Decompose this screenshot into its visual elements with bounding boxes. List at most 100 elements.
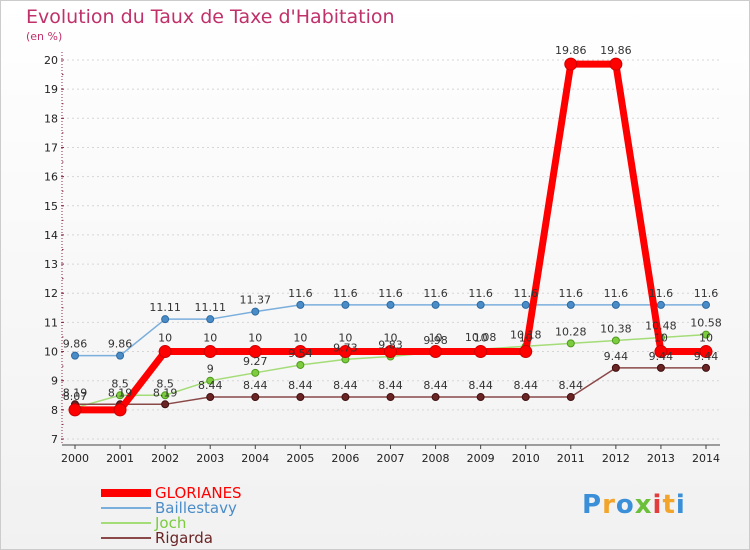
- chart-title: Evolution du Taux de Taxe d'Habitation: [26, 6, 395, 28]
- data-label-baillestavy: 11.6: [423, 287, 448, 300]
- data-point-glorianes: [384, 345, 397, 359]
- data-point-rigarda: [702, 363, 710, 372]
- data-point-baillestavy: [341, 300, 350, 309]
- data-point-rigarda: [251, 393, 260, 402]
- data-point-glorianes: [564, 57, 578, 71]
- data-point-glorianes: [113, 403, 127, 417]
- data-point-joch: [296, 360, 305, 369]
- data-point-baillestavy: [476, 300, 485, 309]
- data-point-rigarda: [476, 393, 485, 402]
- y-tick-label: 18: [44, 112, 58, 125]
- data-label-joch: 10.18: [510, 328, 542, 341]
- data-label-baillestavy: 11.6: [288, 287, 313, 300]
- data-label-glorianes: 10: [519, 332, 533, 345]
- data-label-rigarda: 9.44: [649, 350, 674, 363]
- x-tick-label: 2009: [467, 452, 495, 465]
- y-axis-unit: (en %): [26, 30, 63, 43]
- data-point-glorianes: [248, 345, 262, 359]
- data-label-rigarda: 8.44: [559, 379, 584, 392]
- data-label-rigarda: 8.44: [333, 379, 358, 392]
- data-label-joch: 10.58: [690, 317, 722, 330]
- y-tick-label: 11: [44, 316, 58, 329]
- data-point-glorianes: [203, 345, 217, 359]
- data-label-rigarda: 8.44: [198, 379, 223, 392]
- x-tick-label: 2014: [692, 452, 720, 465]
- data-point-glorianes: [338, 345, 352, 359]
- data-label-baillestavy: 11.37: [240, 294, 272, 307]
- data-label-joch: 8.07: [63, 390, 88, 403]
- data-point-baillestavy: [566, 300, 575, 309]
- y-tick-label: 20: [44, 54, 58, 67]
- data-label-baillestavy: 11.6: [513, 287, 538, 300]
- data-point-baillestavy: [521, 300, 530, 309]
- data-label-baillestavy: 11.6: [378, 287, 403, 300]
- data-label-baillestavy: 9.86: [63, 338, 88, 351]
- x-tick-label: 2006: [331, 452, 359, 465]
- data-point-glorianes: [293, 345, 307, 359]
- logo-letter: t: [662, 490, 676, 520]
- data-point-glorianes: [609, 57, 623, 71]
- data-label-rigarda: 8.44: [468, 379, 493, 392]
- x-tick-label: 2007: [377, 452, 405, 465]
- data-label-joch: 8.5: [111, 377, 129, 390]
- data-point-joch: [566, 339, 575, 348]
- data-point-glorianes: [158, 345, 172, 359]
- data-point-baillestavy: [431, 300, 440, 309]
- legend-label-joch: Joch: [154, 514, 186, 532]
- x-tick-label: 2005: [286, 452, 314, 465]
- data-point-baillestavy: [702, 300, 710, 309]
- data-label-rigarda: 8.44: [243, 379, 268, 392]
- data-label-joch: 10.28: [555, 325, 587, 338]
- data-point-joch: [206, 376, 215, 385]
- data-label-rigarda: 8.19: [108, 386, 133, 399]
- data-label-rigarda: 9.44: [604, 350, 629, 363]
- data-point-rigarda: [386, 393, 395, 402]
- data-label-glorianes: 10: [474, 332, 488, 345]
- data-point-baillestavy: [656, 300, 665, 309]
- x-tick-label: 2001: [106, 452, 134, 465]
- data-label-baillestavy: 11.6: [468, 287, 493, 300]
- data-point-joch: [161, 391, 170, 400]
- logo-letter: r: [602, 490, 616, 520]
- logo-letter: i: [652, 490, 663, 520]
- data-label-joch: 10.08: [465, 331, 497, 344]
- data-point-baillestavy: [116, 351, 125, 360]
- data-label-baillestavy: 11.6: [694, 287, 719, 300]
- data-point-rigarda: [161, 400, 170, 409]
- data-label-rigarda: 8.44: [423, 379, 448, 392]
- data-label-glorianes: 10: [654, 332, 668, 345]
- x-tick-label: 2013: [647, 452, 675, 465]
- x-tick-label: 2012: [602, 452, 630, 465]
- y-tick-label: 16: [44, 171, 58, 184]
- y-tick-label: 7: [51, 433, 58, 446]
- data-label-glorianes: 10: [203, 332, 217, 345]
- data-label-glorianes: 19.86: [555, 44, 587, 57]
- y-tick-label: 9: [51, 375, 58, 388]
- logo-letter: o: [615, 490, 635, 520]
- y-tick-label: 17: [44, 141, 58, 154]
- x-tick-label: 2008: [422, 452, 450, 465]
- data-point-joch: [611, 336, 620, 345]
- y-tick-label: 14: [44, 229, 58, 242]
- data-label-glorianes: 10: [293, 332, 307, 345]
- data-label-baillestavy: 9.86: [108, 338, 133, 351]
- data-label-rigarda: 9.44: [694, 350, 719, 363]
- data-point-glorianes: [68, 403, 82, 417]
- x-tick-label: 2010: [512, 452, 540, 465]
- data-label-glorianes: 10: [248, 332, 262, 345]
- data-point-joch: [116, 391, 125, 400]
- data-point-rigarda: [206, 393, 215, 402]
- data-point-glorianes: [519, 345, 533, 359]
- data-label-glorianes: 10: [429, 332, 443, 345]
- y-tick-label: 13: [44, 258, 58, 271]
- data-label-rigarda: 8.44: [513, 379, 538, 392]
- y-tick-label: 10: [44, 346, 58, 359]
- y-tick-label: 8: [51, 404, 58, 417]
- data-label-glorianes: 19.86: [600, 44, 632, 57]
- data-label-baillestavy: 11.6: [333, 287, 358, 300]
- x-tick-label: 2004: [241, 452, 269, 465]
- data-label-joch: 9.83: [378, 338, 403, 351]
- data-point-rigarda: [566, 393, 575, 402]
- data-label-rigarda: 8.19: [63, 386, 88, 399]
